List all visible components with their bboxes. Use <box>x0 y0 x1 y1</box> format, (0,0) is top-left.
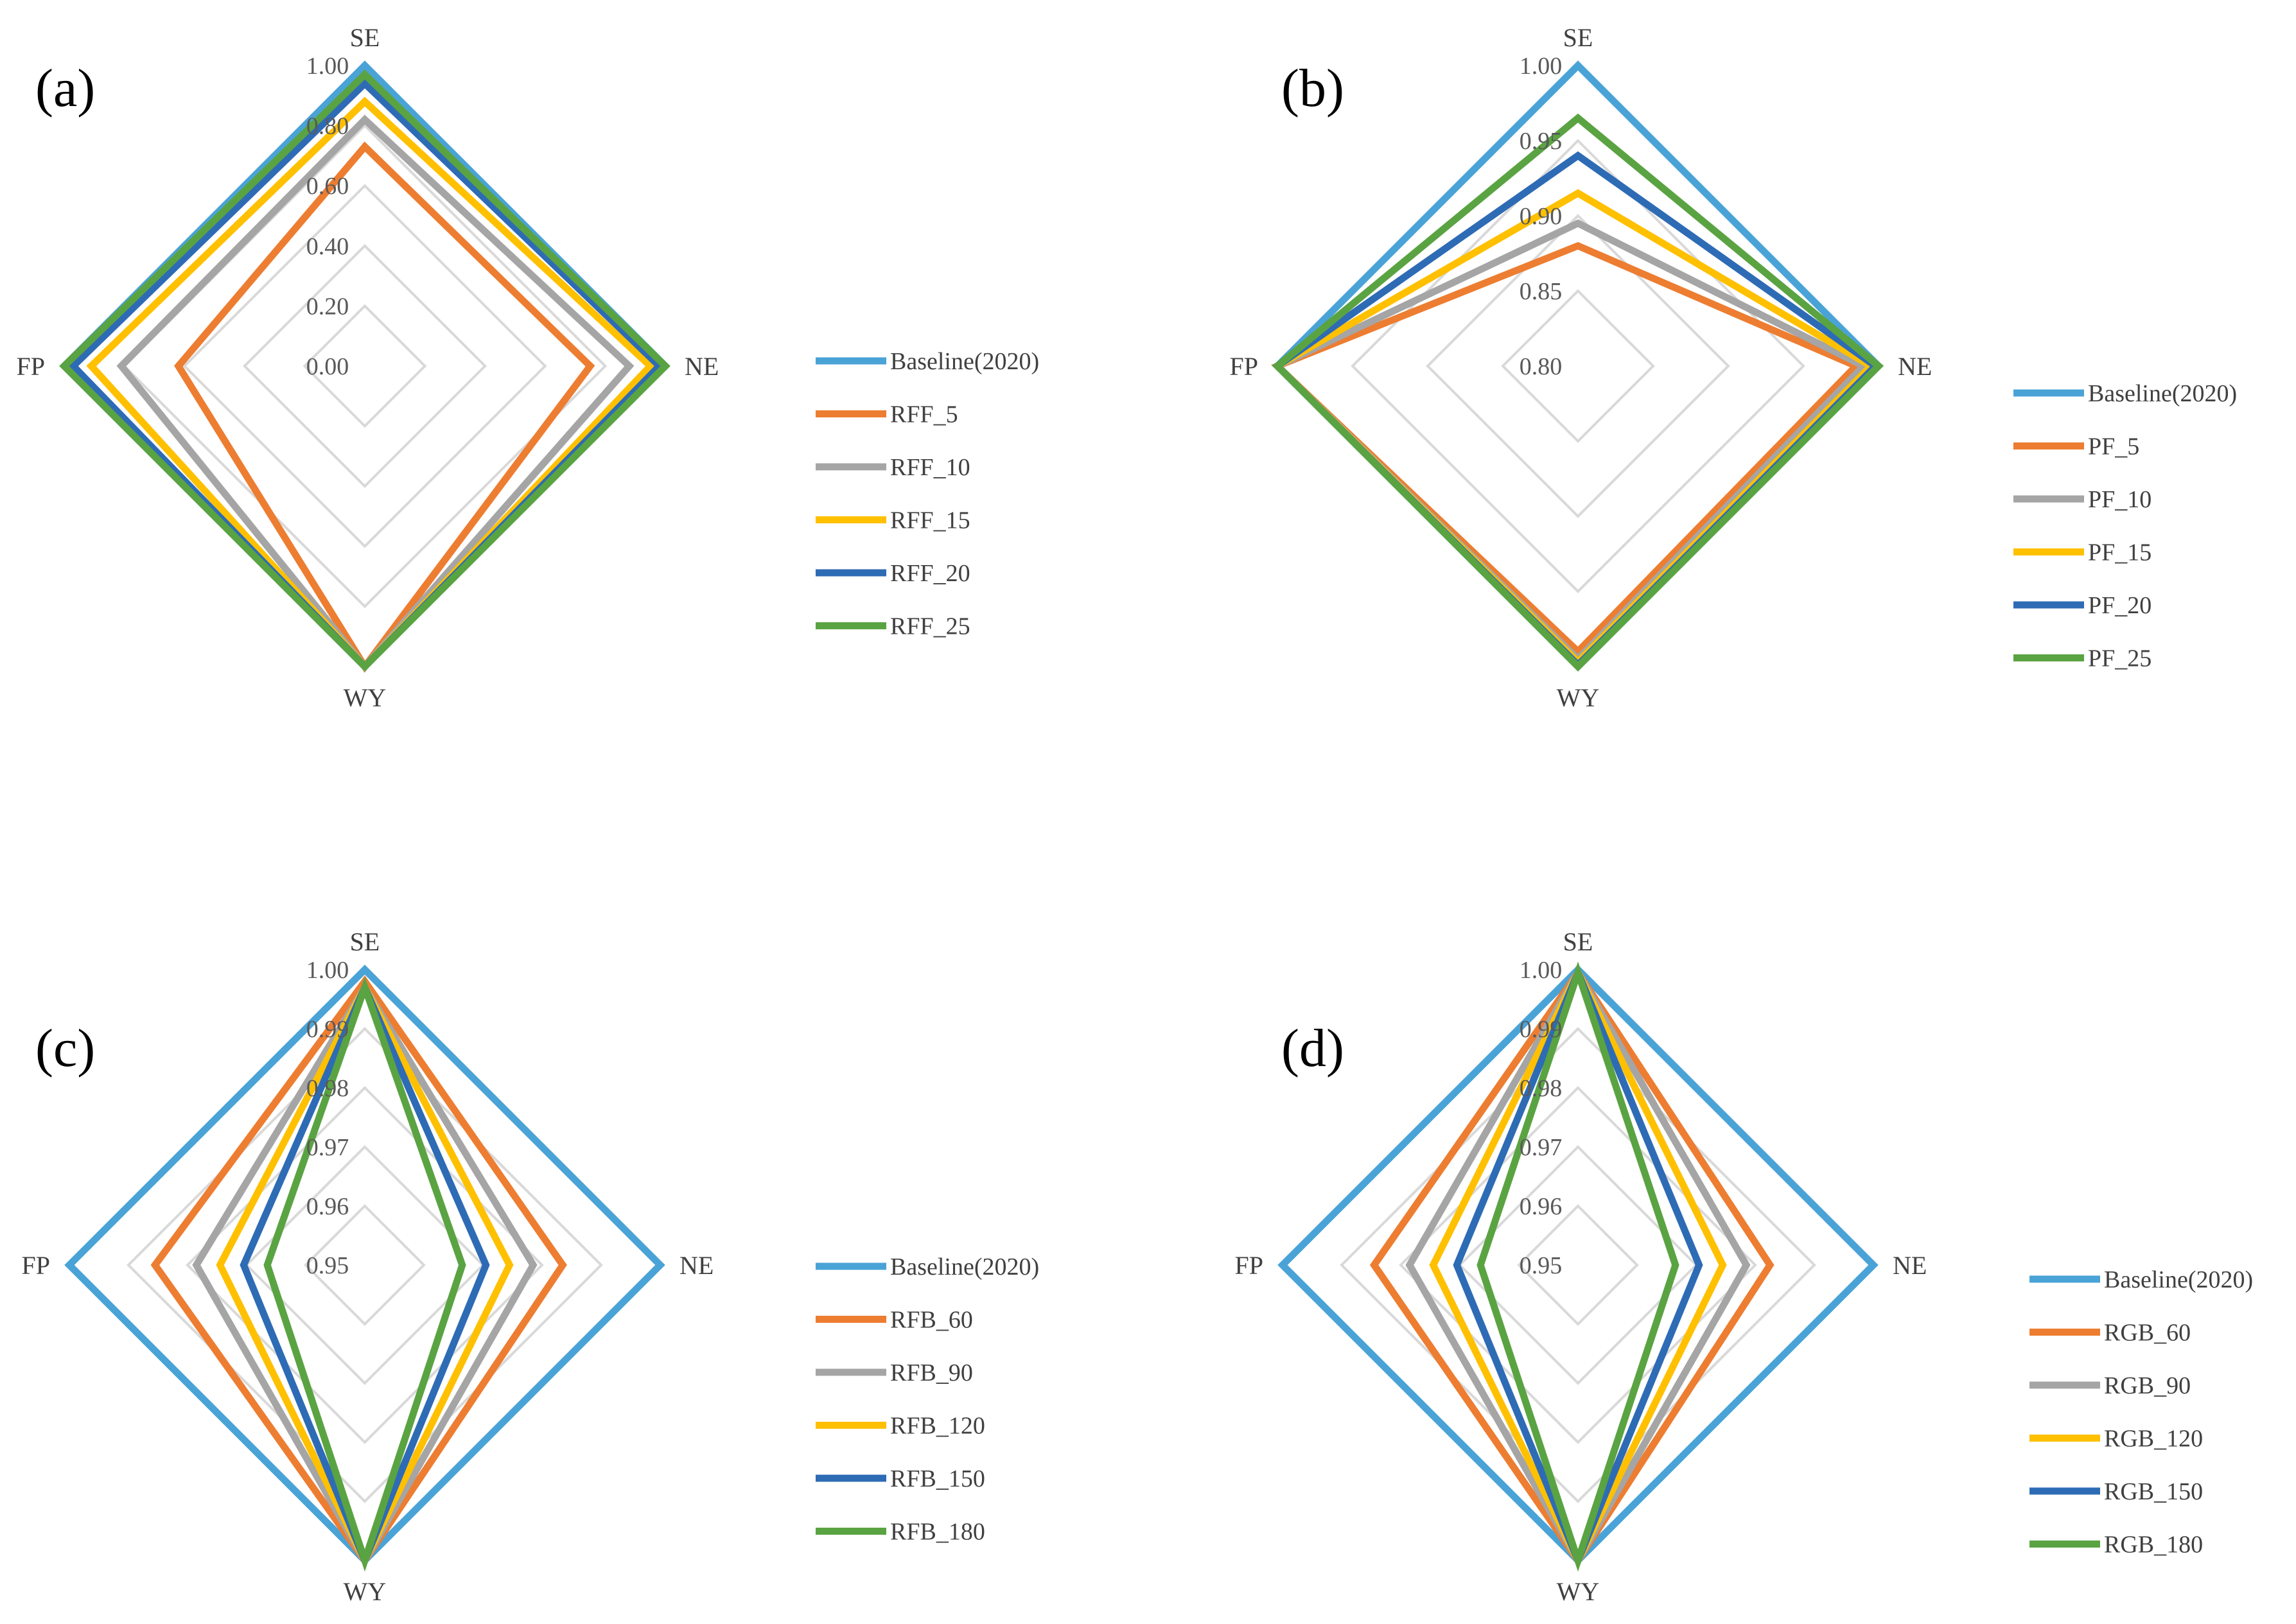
panel-a-tick-label: 0.40 <box>306 233 349 260</box>
panel-d-tick-label: 0.95 <box>1520 1252 1563 1279</box>
panel-b-tick-label: 1.00 <box>1520 53 1563 80</box>
panel-b-label: (b) <box>1281 58 1344 118</box>
panel-a-axis-label-fp: FP <box>17 352 46 381</box>
panel-a-gridline-0-40 <box>242 243 487 489</box>
panel-d-legend-label-rgb-180: RGB_180 <box>2104 1532 2203 1559</box>
panel-d-tick-label: 0.96 <box>1520 1193 1563 1220</box>
panel-c-gridline-0-99 <box>127 1027 603 1503</box>
panel-b-legend-label-pf-20: PF_20 <box>2088 592 2151 619</box>
panel-b-tick-label: 0.95 <box>1520 128 1563 155</box>
panel-c-tick-label: 0.97 <box>306 1134 349 1161</box>
panel-c-legend-label-rfb-150: RFB_150 <box>890 1465 985 1492</box>
panel-a-legend: Baseline(2020) RFF_5 RFF_10 RFF_15 RFF_20 RFF… <box>816 348 1039 640</box>
panel-a-axis-label-se: SE <box>350 23 380 52</box>
panel-a-tick-label: 0.20 <box>306 293 349 320</box>
panel-a-series-rff-25 <box>59 69 670 672</box>
panel-a-tick-label: 0.00 <box>306 353 349 380</box>
panel-b-legend-label-pf-5: PF_5 <box>2088 433 2139 460</box>
panel-d-axis-label-ne: NE <box>1893 1251 1927 1280</box>
panel-a-tick-label: 1.00 <box>306 53 349 80</box>
panel-c-series-rfb-180 <box>263 976 466 1572</box>
panel-d-tick-label: 0.98 <box>1520 1075 1563 1102</box>
panel-d-legend-label-rgb-150: RGB_150 <box>2104 1478 2203 1505</box>
panel-d-legend-label-rgb-90: RGB_90 <box>2104 1372 2191 1399</box>
panel-d-legend-label-rgb-60: RGB_60 <box>2104 1320 2191 1347</box>
panel-d-tick-label: 0.99 <box>1520 1016 1563 1043</box>
panel-c-axis-label-se: SE <box>350 927 380 956</box>
panel-a-gridline-0-20 <box>302 304 427 428</box>
panel-d-legend-label-rgb-120: RGB_120 <box>2104 1426 2203 1453</box>
panel-b-legend: Baseline(2020) PF_5 PF_10 PF_15 PF_20 PF_25 <box>2013 380 2237 672</box>
panel-a-tick-label: 0.80 <box>306 113 349 140</box>
panel-c-legend: Baseline(2020) RFB_60 RFB_90 RFB_120 RFB_150… <box>816 1253 1039 1546</box>
panel-b-axis-label-fp: FP <box>1230 352 1259 381</box>
panel-c-tick-label: 0.99 <box>306 1016 349 1043</box>
panel-b-tick-label: 0.80 <box>1520 353 1563 380</box>
panel-a-legend-label-rff-10: RFF_10 <box>890 454 970 481</box>
panel-a-legend-label-rff-15: RFF_15 <box>890 507 970 534</box>
panel-c-axis-label-wy: WY <box>344 1577 387 1606</box>
panel-d-tick-label: 1.00 <box>1520 957 1563 984</box>
panel-c-tick-label: 0.95 <box>306 1252 349 1279</box>
panel-c-tick-label: 0.98 <box>306 1075 349 1102</box>
panel-c-legend-label-rfb-60: RFB_60 <box>890 1307 973 1334</box>
panel-c-gridline-0-96 <box>304 1204 426 1326</box>
panel-b-series-pf-5 <box>1270 241 1862 657</box>
panel-a-legend-label-baseline-2020: Baseline(2020) <box>890 348 1039 375</box>
panel-c-legend-label-rfb-180: RFB_180 <box>890 1519 985 1546</box>
panel-a-legend-label-rff-25: RFF_25 <box>890 613 970 640</box>
panel-a-tick-label: 0.60 <box>306 173 349 200</box>
panel-b-legend-label-pf-10: PF_10 <box>2088 486 2151 513</box>
panel-b-axis-label-se: SE <box>1563 23 1593 52</box>
panel-d-gridline-0-96 <box>1517 1204 1639 1326</box>
panel-a-axis-label-ne: NE <box>685 352 719 381</box>
panel-c-label: (c) <box>35 1018 95 1078</box>
panel-b-tick-label: 0.90 <box>1520 203 1563 230</box>
panel-d-legend: Baseline(2020) RGB_60 RGB_90 RGB_120 RGB_150… <box>2029 1266 2253 1559</box>
panel-c-gridline-0-98 <box>186 1086 544 1444</box>
panel-b-axis-label-ne: NE <box>1898 352 1932 381</box>
panel-d-axis-label-wy: WY <box>1557 1577 1600 1606</box>
panel-b-gridline-0-90 <box>1426 214 1730 518</box>
panel-d-tick-label: 0.97 <box>1520 1134 1563 1161</box>
panel-c-axis-label-fp: FP <box>22 1251 51 1280</box>
panel-c-legend-label-rfb-90: RFB_90 <box>890 1359 973 1386</box>
panel-a-legend-label-rff-20: RFF_20 <box>890 560 970 587</box>
panel-c-legend-label-baseline-2020: Baseline(2020) <box>890 1253 1039 1280</box>
panel-c-axis-label-ne: NE <box>679 1251 714 1280</box>
panel-a-axis-label-wy: WY <box>344 683 387 712</box>
panel-b-series-pf-25 <box>1272 113 1884 672</box>
panel-d-axis-label-fp: FP <box>1235 1251 1264 1280</box>
panel-d-gridline-0-97 <box>1458 1145 1698 1385</box>
panel-c-tick-label: 1.00 <box>306 957 349 984</box>
panel-b-legend-label-pf-25: PF_25 <box>2088 645 2151 672</box>
panel-a-label: (a) <box>35 58 95 118</box>
radar-panels: 0.000.200.400.600.801.00SENEWYFP(a)Basel… <box>17 23 2254 1606</box>
panel-b-axis-label-wy: WY <box>1557 683 1600 712</box>
panel-a-gridline-0-60 <box>182 184 547 548</box>
panel-d-axis-label-se: SE <box>1563 927 1593 956</box>
panel-d-gridline-0-99 <box>1340 1027 1816 1503</box>
panel-a-legend-label-rff-5: RFF_5 <box>890 401 958 428</box>
panel-b-gridline-0-85 <box>1501 289 1655 443</box>
panel-d-legend-label-baseline-2020: Baseline(2020) <box>2104 1266 2253 1293</box>
panel-b-tick-label: 0.85 <box>1520 278 1563 305</box>
panel-c-legend-label-rfb-120: RFB_120 <box>890 1413 985 1440</box>
panel-c-gridline-0-97 <box>245 1145 485 1385</box>
panel-d-label: (d) <box>1281 1018 1344 1078</box>
panel-d-series-rgb-180 <box>1477 961 1679 1572</box>
panel-b-legend-label-baseline-2020: Baseline(2020) <box>2088 380 2237 407</box>
panel-c-tick-label: 0.96 <box>306 1193 349 1220</box>
panel-b-legend-label-pf-15: PF_15 <box>2088 539 2151 566</box>
